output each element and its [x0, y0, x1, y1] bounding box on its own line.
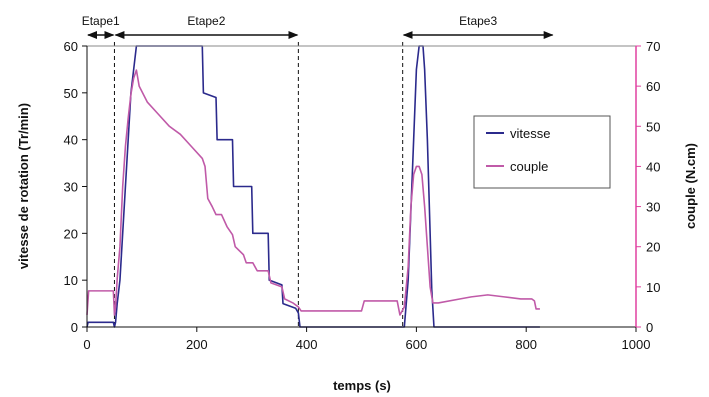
y-left-tick-label: 20: [64, 226, 78, 241]
axes: 0 200 400 600 800 100001020304050600102030405…: [64, 39, 661, 352]
y-right-tick-label: 40: [646, 159, 660, 174]
y-left-tick-label: 0: [71, 320, 78, 335]
y-axis-left-title: vitesse de rotation (Tr/min): [16, 103, 31, 269]
legend: vitesse couple: [473, 115, 611, 189]
x-tick-label: 800: [515, 337, 537, 352]
series-line-vitesse: [86, 45, 540, 328]
y-left-tick-label: 30: [64, 180, 78, 195]
y-left-tick-label: 10: [64, 273, 78, 288]
legend-label-vitesse: vitesse: [510, 126, 550, 141]
y-axis-right-title: couple (N.cm): [683, 143, 698, 229]
stage-label: Etape1: [82, 14, 120, 28]
x-tick-label: 400: [296, 337, 318, 352]
stage-dividers: [113, 42, 404, 327]
y-left-tick-label: 40: [64, 133, 78, 148]
y-left-tick-label: 60: [64, 39, 78, 54]
y-right-tick-label: 0: [646, 320, 653, 335]
x-tick-label: 0: [83, 337, 90, 352]
x-axis-title: temps (s): [333, 378, 391, 393]
y-right-tick-label: 30: [646, 200, 660, 215]
stage-annotations: Etape1 Etape2 Etape3: [82, 14, 554, 39]
series-lines: [86, 45, 540, 328]
y-right-tick-label: 70: [646, 39, 660, 54]
legend-box: [473, 115, 611, 189]
stage-label: Etape2: [187, 14, 225, 28]
y-right-tick-label: 50: [646, 119, 660, 134]
x-tick-label: 1000: [622, 337, 651, 352]
x-tick-label: 200: [186, 337, 208, 352]
series-line-couple: [86, 69, 540, 316]
y-left-tick-label: 50: [64, 86, 78, 101]
legend-label-couple: couple: [510, 159, 548, 174]
y-right-tick-label: 20: [646, 240, 660, 255]
y-right-tick-label: 60: [646, 79, 660, 94]
y-right-tick-label: 10: [646, 280, 660, 295]
stage-label: Etape3: [459, 14, 497, 28]
x-tick-label: 600: [406, 337, 428, 352]
